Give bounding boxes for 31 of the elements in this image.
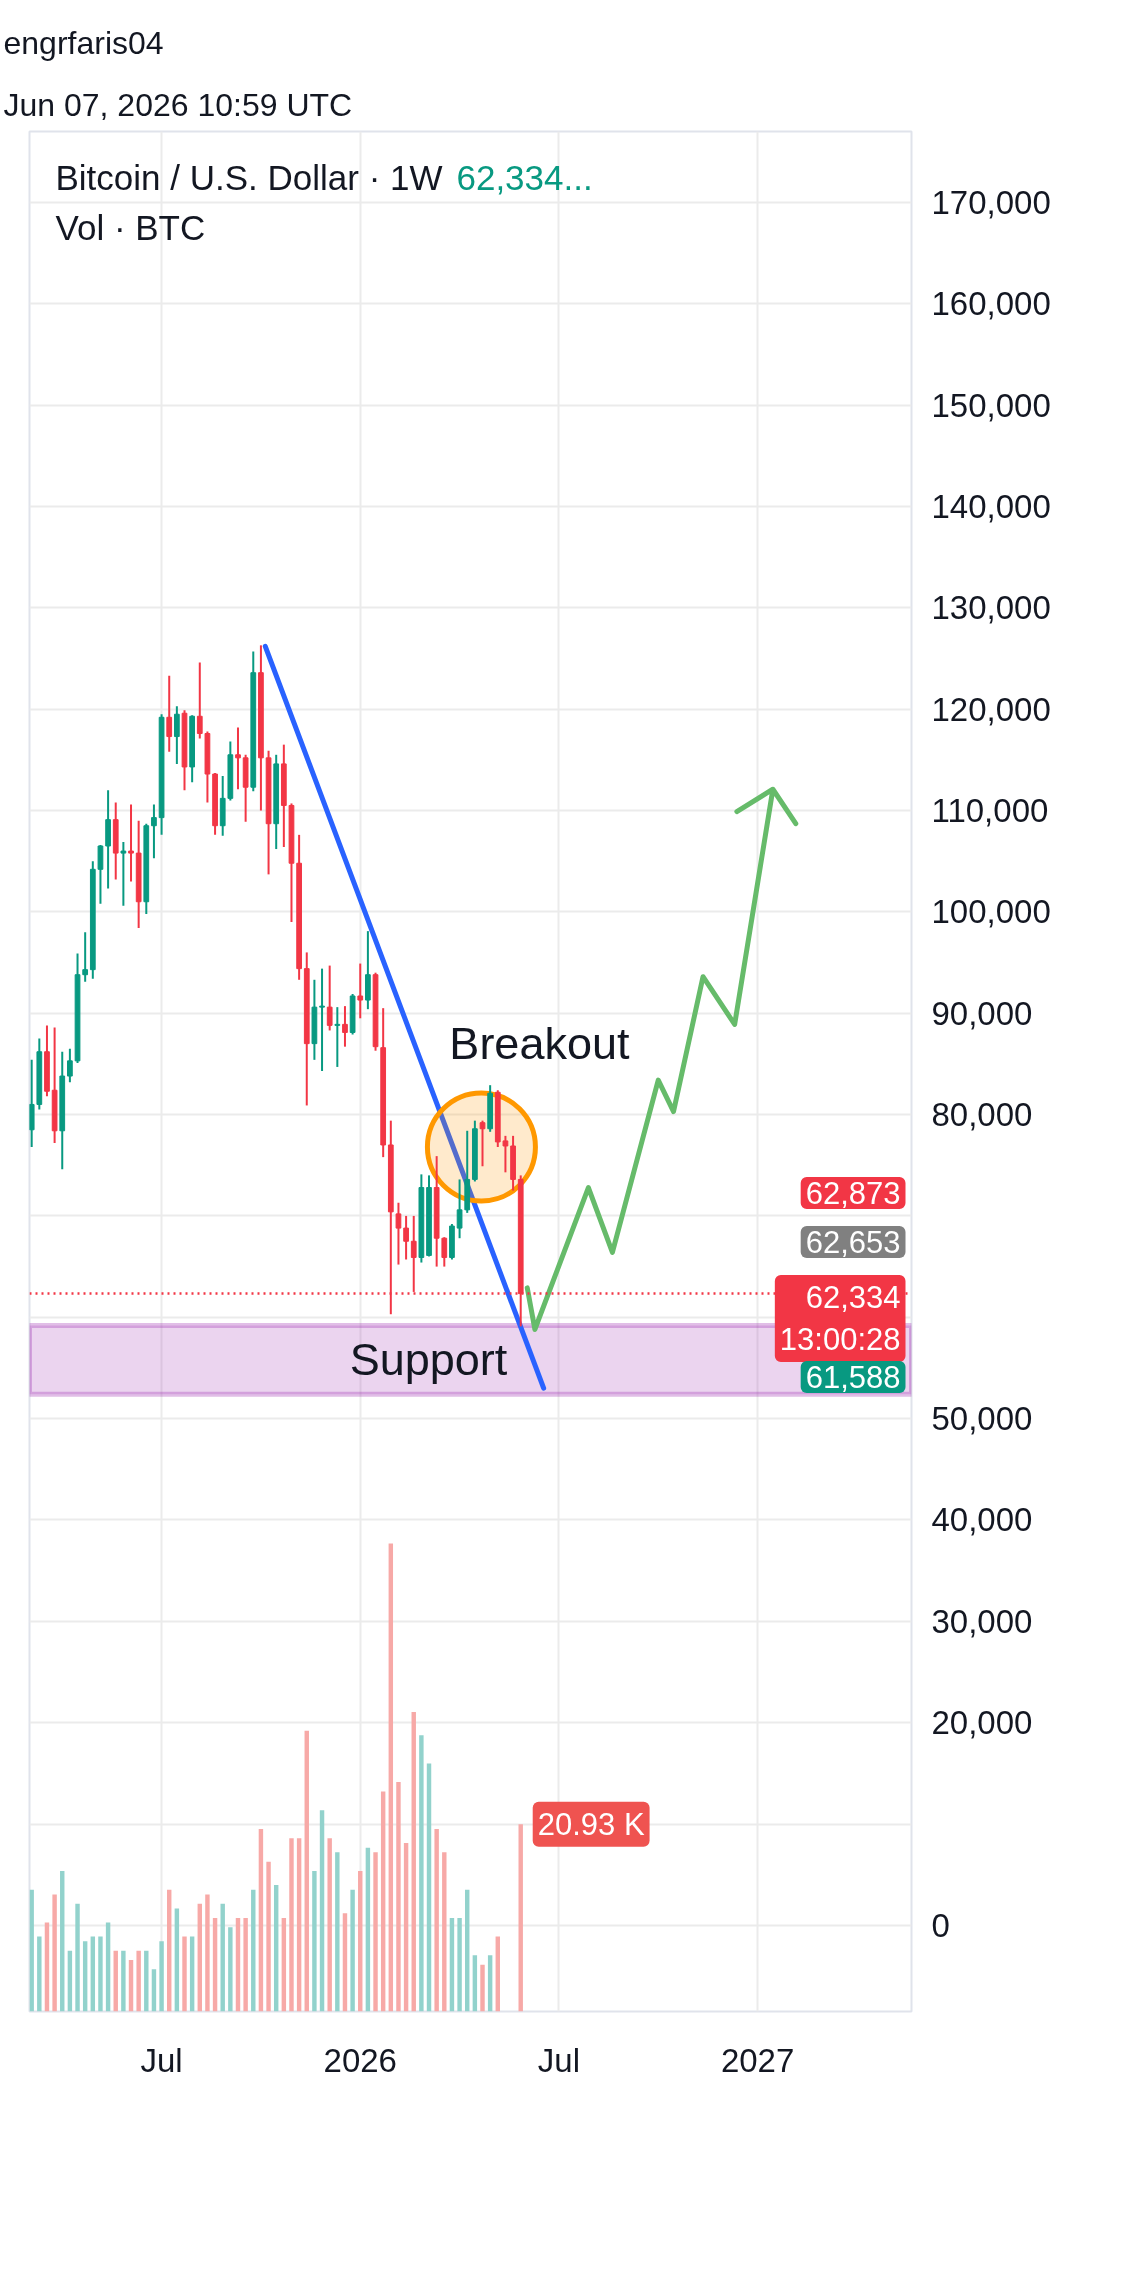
x-tick-label: 2026 [323,2041,397,2079]
annotation: 62,653 [805,1225,901,1261]
y-tick-label: 100,000 [931,893,1051,931]
annotation: 62,873 [805,1176,901,1212]
text: engrfaris04 [3,25,164,61]
y-tick-label: 150,000 [931,386,1051,424]
y-tick-label: 80,000 [931,1096,1033,1134]
y-tick-label: 40,000 [931,1501,1033,1539]
series-label: Breakout [449,1017,630,1069]
y-tick-label: 110,000 [931,792,1049,830]
x-tick-label: Jul [537,2041,581,2079]
y-tick-label: 170,000 [931,183,1051,221]
y-tick-label: 50,000 [931,1400,1033,1438]
band-label: Support [349,1334,508,1386]
x-tick-label: 2027 [720,2041,795,2079]
annotation: 20.93 K [537,1806,645,1842]
y-tick-label: 130,000 [931,589,1051,627]
y-tick-label: 90,000 [931,994,1033,1032]
annotation: 61,588 [805,1360,901,1396]
y-tick-label: 160,000 [931,285,1051,323]
y-tick-label: 20,000 [931,1704,1033,1742]
text: Jun 07, 2026 10:59 UTC [3,87,353,123]
y-tick-label: 120,000 [931,690,1051,728]
x-tick-label: Jul [140,2041,183,2079]
chart-title: Vol · BTC [55,208,206,247]
y-tick-label: 30,000 [931,1602,1033,1640]
annotation: 62,334... [456,157,593,197]
text: Bitcoin / U.S. Dollar · 1W [55,158,443,197]
y-tick-label: 0 [931,1906,950,1944]
ref-line-label: 62,334 13:00:28 [779,1280,901,1358]
y-tick-label: 140,000 [931,487,1051,525]
